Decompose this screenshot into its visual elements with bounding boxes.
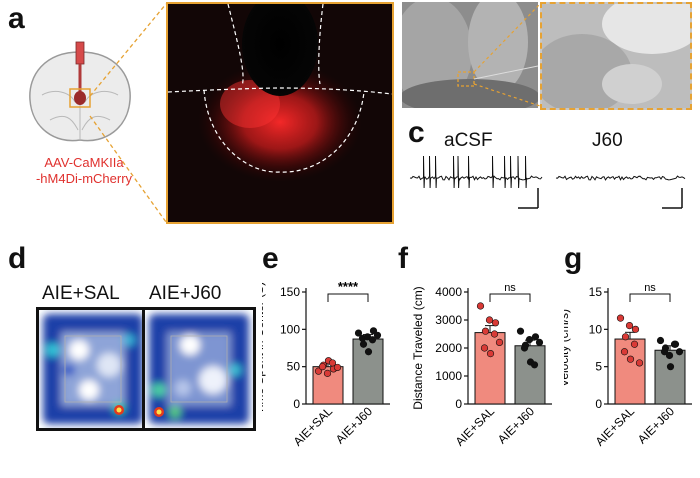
data-point [373,331,382,339]
data-point [525,335,534,344]
data-point [520,344,529,352]
significance-bracket [489,293,531,302]
data-point [635,359,644,367]
x-tick-label: AIE+J60 [333,404,375,446]
y-tick-label: 4000 [435,285,462,299]
significance-bracket [629,293,671,302]
mcherry-micrograph [166,2,394,224]
y-tick-label: 10 [589,322,603,336]
electrophysiology-traces [409,155,686,209]
y-tick-label: 0 [595,397,602,411]
chart-time-in-center: Time Spent in Center (S)050100150AIE+SAL… [262,279,390,449]
data-point [490,330,499,338]
heatmap-label-sal: AIE+SAL [42,283,120,304]
data-point [485,316,494,324]
data-point [665,351,674,360]
slice-photo-low-mag [402,2,538,108]
trace-j60 [555,175,686,181]
significance-label: ns [644,282,656,294]
data-point [620,348,629,356]
data-point [535,338,544,347]
data-point [616,314,625,322]
chart-distance-traveled: Distance Traveled (cm) 0 1000 2000 3000 4000 A… [411,282,552,449]
zoom-lines-a [89,3,167,223]
data-point [630,340,639,348]
panel-letter-e: e [262,242,279,275]
data-point [516,327,525,335]
y-axis-label: Time Spent in Center (S) [262,282,266,414]
data-point [359,340,368,348]
data-point [486,349,495,358]
data-point [333,363,342,372]
y-tick-label: 0 [455,397,462,411]
data-point [670,340,679,348]
x-tick-label: AIE+J60 [495,404,537,446]
brain-schematic [29,41,131,142]
data-point [626,355,635,363]
trace-label-j60: J60 [592,130,623,151]
data-point [328,359,337,367]
panel-letter-g: g [564,242,583,275]
data-point [323,369,332,377]
virus-line-1: AAV-CaMKIIa [44,155,124,170]
data-point [625,321,634,330]
data-point [476,302,485,310]
data-point [495,338,504,347]
significance-bracket [327,293,369,302]
data-point [364,348,373,356]
y-tick-label: 0 [293,397,300,411]
data-point [369,327,378,335]
panel-letter-f: f [398,242,408,275]
data-point [481,327,490,335]
panel-letter-c: c [408,116,425,149]
y-tick-label: 3000 [435,313,462,327]
data-point [531,333,540,341]
bar-0 [614,338,646,405]
scale-bar-left [518,188,539,209]
data-point [491,319,500,327]
scale-bar-right [662,188,683,209]
slice-photo-high-mag [540,2,692,110]
data-point [660,348,669,356]
data-point [318,363,327,371]
panel-letter-d: d [8,242,27,275]
panel-letter-a: a [8,2,25,35]
data-point [480,344,489,352]
virus-label: AAV-CaMKIIa -hM4Di-mCherry [14,155,154,187]
y-tick-label: 15 [589,285,603,299]
heatmap-label-j60: AIE+J60 [149,283,222,304]
data-point [656,336,665,345]
y-tick-label: 1000 [435,369,462,383]
data-point [530,361,539,369]
y-tick-label: 50 [287,360,301,374]
y-axis-label: Velocity (cm/s) [564,309,571,387]
bar-1 [514,345,546,405]
data-point [368,336,377,344]
data-point [621,333,630,341]
x-tick-label: AIE+J60 [635,404,677,446]
trace-acsf [409,155,543,189]
significance-label: **** [338,279,359,294]
y-axis-label: Distance Traveled (cm) [411,286,425,409]
data-point [666,363,675,371]
trace-label-acsf: aCSF [444,130,493,151]
data-point [314,367,323,375]
heatmap-aie-j60 [142,307,256,431]
virus-line-2: -hM4Di-mCherry [35,171,133,186]
zoom-lines-b [473,3,541,107]
significance-label: ns [504,282,516,294]
y-tick-label: 100 [280,322,300,336]
y-tick-label: 2000 [435,341,462,355]
data-point [675,348,684,356]
data-point [631,325,640,333]
heatmap-aie-sal [36,307,150,431]
y-tick-label: 150 [280,285,300,299]
y-tick-label: 5 [595,360,602,374]
data-point [354,329,363,337]
